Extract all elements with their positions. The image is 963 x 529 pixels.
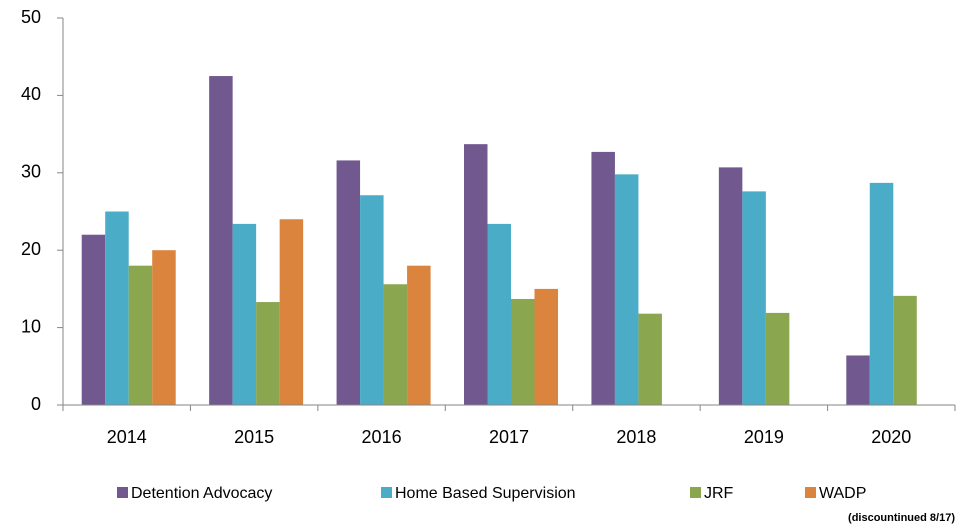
legend-swatch: [117, 487, 128, 498]
annotation: (discountinued 8/17): [848, 512, 955, 524]
bar: [105, 211, 129, 405]
x-tick-label: 2020: [871, 427, 911, 447]
y-tick-label: 0: [31, 394, 41, 414]
bar: [383, 284, 408, 405]
bar: [765, 312, 790, 405]
bar: [869, 182, 894, 405]
bar: [591, 151, 615, 405]
bar: [464, 144, 488, 406]
legend-swatch: [805, 487, 816, 498]
bar: [638, 313, 662, 405]
bar: [487, 223, 511, 405]
legend-label: Home Based Supervision: [395, 485, 576, 502]
legend-swatch: [690, 487, 701, 498]
bar: [846, 355, 870, 405]
legend-label: WADP: [819, 485, 866, 502]
x-tick-label: 2014: [107, 427, 147, 447]
x-tick-label: 2016: [362, 427, 402, 447]
legend-label: Detention Advocacy: [131, 485, 272, 502]
bar: [407, 265, 431, 405]
y-tick-label: 20: [21, 239, 41, 259]
y-tick-label: 10: [21, 316, 41, 336]
x-tick-label: 2019: [744, 427, 784, 447]
bar: [336, 160, 361, 405]
bar: [256, 302, 280, 405]
bar: [534, 288, 558, 405]
bar: [742, 191, 766, 405]
bar: [209, 76, 233, 406]
bar: [279, 219, 304, 405]
bar: [614, 174, 639, 405]
bar: [128, 265, 153, 405]
bar: [511, 298, 535, 405]
bar: [718, 167, 743, 405]
bar: [360, 195, 384, 405]
legend-swatch: [381, 487, 392, 498]
y-tick-label: 30: [21, 162, 41, 182]
x-tick-label: 2017: [489, 427, 529, 447]
x-tick-label: 2015: [234, 427, 274, 447]
bar: [81, 234, 106, 405]
y-tick-label: 40: [21, 84, 41, 104]
bar: [893, 295, 917, 405]
bar: [232, 223, 257, 405]
bar: [152, 250, 176, 405]
legend-label: JRF: [704, 485, 734, 502]
y-tick-label: 50: [21, 7, 41, 27]
x-tick-label: 2018: [616, 427, 656, 447]
